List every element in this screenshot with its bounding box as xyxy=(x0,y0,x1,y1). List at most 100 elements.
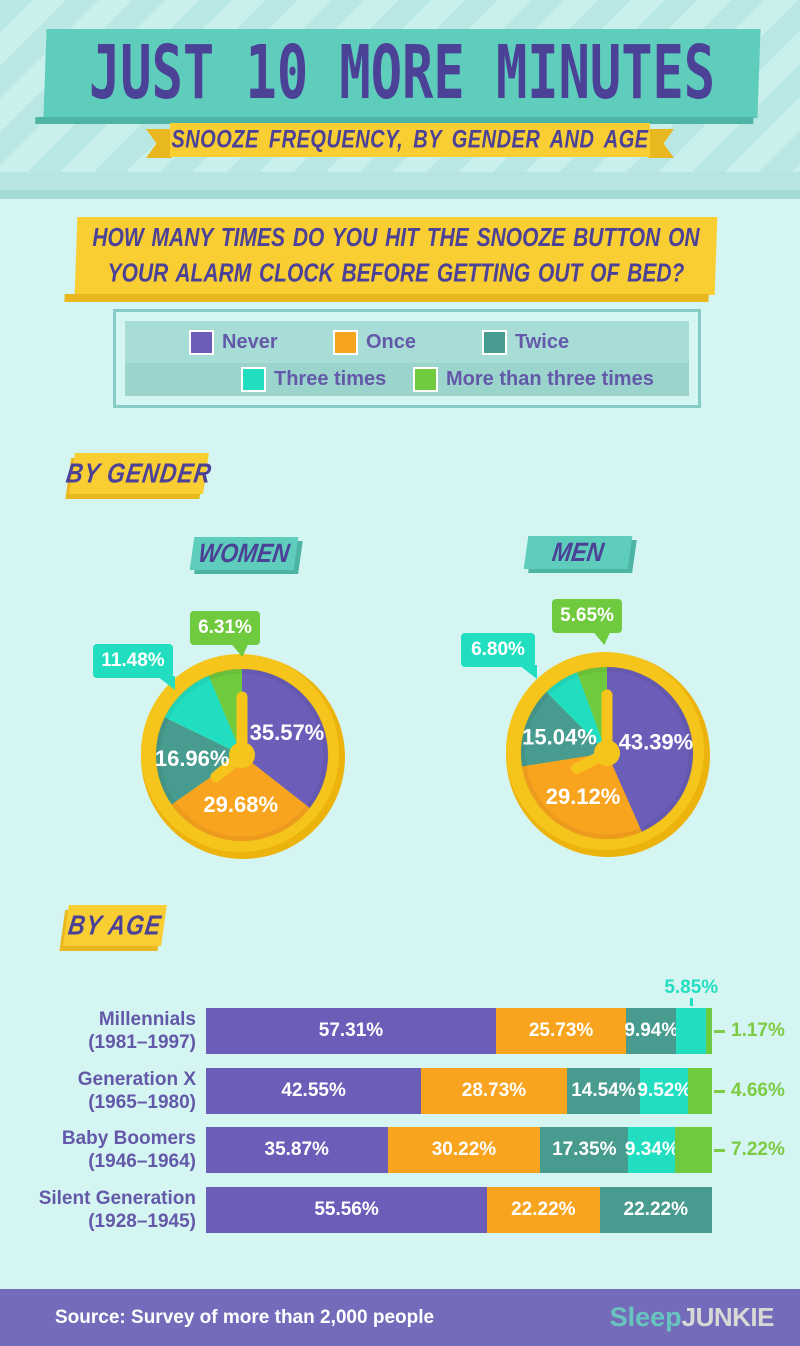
bar-segment-once: 28.73% xyxy=(421,1068,567,1114)
age-bar-row: 55.56% 22.22% 22.22% xyxy=(206,1187,712,1233)
bar-segment-label: 22.22% xyxy=(623,1199,688,1220)
age-category-label: Millennials (1981–1997) xyxy=(0,1006,196,1056)
age-category-years: (1981–1997) xyxy=(88,1032,196,1053)
pie-slice-label: 29.68% xyxy=(203,792,278,817)
legend-row-1: Never Once Twice xyxy=(125,321,689,363)
pie-slice-label: 29.12% xyxy=(546,784,621,809)
pie-slice-label: 35.57% xyxy=(250,720,325,745)
legend-label: Never xyxy=(222,330,278,353)
pie-slice-once xyxy=(522,753,642,839)
question-text: HOW MANY TIMES DO YOU HIT THE SNOOZE BUT… xyxy=(92,224,700,288)
header-band xyxy=(0,172,800,190)
three-times-swatch-icon xyxy=(241,367,266,392)
bar-segment-label: 35.87% xyxy=(264,1139,329,1160)
page-title: JUST 10 MORE MINUTES xyxy=(88,30,716,117)
bar-segment-never: 35.87% xyxy=(206,1127,388,1173)
bar-segment-label: 25.73% xyxy=(528,1020,594,1041)
bar-segment-once: 30.22% xyxy=(387,1127,541,1173)
age-bar-row: 57.31% 25.73% 9.94% xyxy=(206,1008,712,1054)
bar-segment-never: 42.55% xyxy=(206,1068,422,1114)
bar-segment-once: 25.73% xyxy=(495,1008,627,1054)
by-gender-text: BY GENDER xyxy=(64,457,214,489)
bar-callout-tick xyxy=(690,998,694,1006)
pie-slice-three xyxy=(546,672,607,753)
legend-label: Once xyxy=(366,330,417,353)
pie-slice-label: 16.96% xyxy=(155,746,230,771)
men-more-than-three-callout: 5.65% xyxy=(552,599,622,633)
pie-slice-more xyxy=(577,667,607,753)
bar-segment-label: 17.35% xyxy=(552,1139,617,1160)
bar-segment-once: 22.22% xyxy=(487,1187,600,1233)
age-category-label: Silent Generation (1928–1945) xyxy=(0,1185,196,1235)
more-than-three-swatch-icon xyxy=(413,367,438,392)
legend-label: More than three times xyxy=(446,368,654,390)
women-three-times-callout: 11.48% xyxy=(93,644,173,678)
bar-annotation-right: 1.17% xyxy=(714,1020,785,1042)
pie-slice-label: 43.39% xyxy=(619,730,694,755)
bar-segment-twice: 14.54% xyxy=(566,1068,641,1114)
bar-callout-above: 5.85% xyxy=(664,977,719,998)
question-banner: HOW MANY TIMES DO YOU HIT THE SNOOZE BUT… xyxy=(74,217,718,295)
bar-segment-label: 9.94% xyxy=(624,1020,679,1041)
bar-segment-label: 42.55% xyxy=(281,1080,346,1101)
legend-item-more-than-three: More than three times xyxy=(413,363,654,396)
legend-row-2: Three times More than three times xyxy=(125,363,689,396)
age-category-name: Silent Generation xyxy=(38,1188,196,1209)
title-banner: JUST 10 MORE MINUTES xyxy=(43,29,761,118)
header-band-shadow xyxy=(0,190,800,199)
bar-segment-label: 9.52% xyxy=(637,1080,692,1101)
age-category-label: Baby Boomers (1946–1964) xyxy=(0,1125,196,1175)
bar-segment-three xyxy=(676,1008,707,1054)
women-chart-title: WOMEN xyxy=(189,537,299,570)
section-label-by-gender: BY GENDER xyxy=(64,453,214,494)
legend-label: Three times xyxy=(274,368,387,390)
bar-segment-twice: 9.94% xyxy=(624,1008,679,1054)
never-swatch-icon xyxy=(189,329,214,355)
bar-segment-more xyxy=(675,1127,712,1173)
legend-box: Never Once Twice Three times M xyxy=(113,309,701,408)
women-more-than-three-callout: 6.31% xyxy=(190,611,260,645)
age-category-name: Millennials xyxy=(98,1009,196,1030)
men-chart-title: MEN xyxy=(523,536,633,569)
men-pie-clock-chart: 43.39% 29.12% 15.04% xyxy=(506,652,710,857)
bar-segment-label: 57.31% xyxy=(318,1020,384,1041)
pie-inner-rim xyxy=(520,666,694,840)
pie-inner-rim xyxy=(155,668,329,842)
legend-item-three-times: Three times xyxy=(241,363,386,396)
age-category-name: Baby Boomers xyxy=(61,1128,196,1149)
legend-item-never: Never xyxy=(189,321,278,363)
bar-segment-label: 28.73% xyxy=(461,1080,527,1101)
bar-annotation-right: 4.66% xyxy=(714,1080,785,1102)
annotation-dash-icon xyxy=(714,1148,725,1152)
legend-label: Twice xyxy=(515,330,570,353)
bar-segment-label: 55.56% xyxy=(314,1199,379,1220)
pie-slice-label: 15.04% xyxy=(522,724,597,749)
footer-bar: Source: Survey of more than 2,000 people… xyxy=(0,1289,800,1346)
men-three-times-callout: 6.80% xyxy=(461,633,535,667)
bar-segment-never: 57.31% xyxy=(206,1008,496,1054)
pie-slice-once xyxy=(171,755,310,841)
age-bar-row: 42.55% 28.73% 14.54% 9.52% xyxy=(206,1068,712,1114)
age-category-label: Generation X (1965–1980) xyxy=(0,1066,196,1116)
legend-panel: Never Once Twice Three times M xyxy=(125,321,689,396)
bar-segment-twice: 22.22% xyxy=(599,1187,712,1233)
age-category-years: (1965–1980) xyxy=(88,1092,196,1113)
pie-slice-never xyxy=(242,669,328,809)
bar-segment-label: 22.22% xyxy=(511,1199,576,1220)
page-subtitle: SNOOZE FREQUENCY, BY GENDER AND AGE xyxy=(171,125,649,154)
by-age-text: BY AGE xyxy=(66,909,164,941)
bar-segment-more xyxy=(706,1008,712,1054)
bar-annotation-right: 7.22% xyxy=(714,1139,785,1161)
pie-slice-never xyxy=(607,667,693,832)
annotation-text: 4.66% xyxy=(731,1080,785,1101)
subtitle-ribbon: SNOOZE FREQUENCY, BY GENDER AND AGE xyxy=(170,123,650,157)
sleepjunkie-logo: Sleep JUNKIE xyxy=(609,1302,775,1332)
bar-segment-three: 9.52% xyxy=(637,1068,692,1114)
legend-item-twice: Twice xyxy=(482,321,569,363)
twice-swatch-icon xyxy=(482,329,507,355)
bar-segment-label: 9.34% xyxy=(624,1139,679,1160)
age-bar-row: 35.87% 30.22% 17.35% 9.34% xyxy=(206,1127,712,1173)
source-text: Source: Survey of more than 2,000 people xyxy=(55,1306,435,1328)
bar-segment-never: 55.56% xyxy=(206,1187,488,1233)
